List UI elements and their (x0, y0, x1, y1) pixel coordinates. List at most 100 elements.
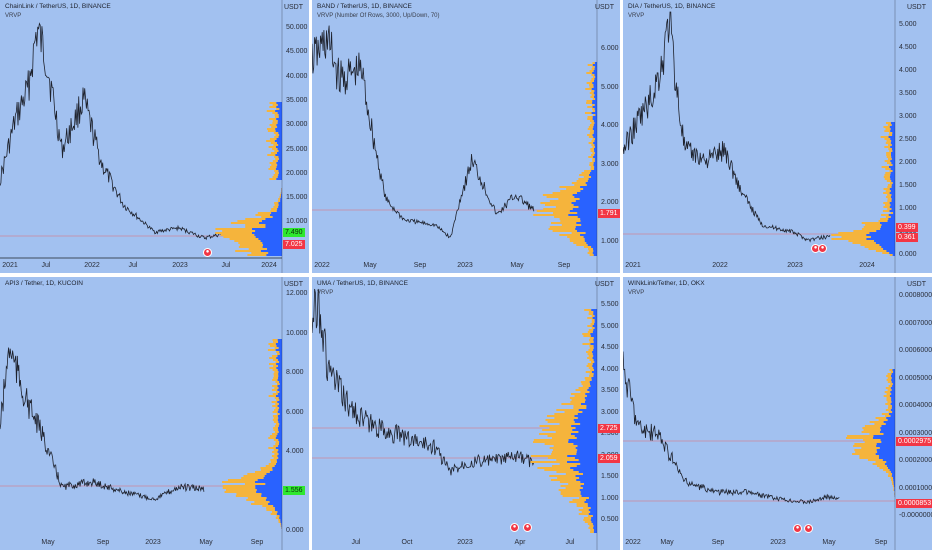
volume-profile-up-bar (255, 214, 271, 216)
volume-profile-up-bar (275, 441, 280, 443)
volume-profile-up-bar (537, 467, 571, 469)
price-axis-tick: 12.000 (286, 290, 308, 297)
volume-profile-down-bar (593, 132, 597, 134)
volume-profile-up-bar (543, 208, 573, 210)
volume-profile-up-bar (540, 202, 572, 204)
indicator-label[interactable]: VRVP (Number Of Rows, 3000, Up/Down, 70) (317, 13, 440, 19)
volume-profile-up-bar (238, 242, 263, 244)
chart-pane-uma[interactable]: UMA / TetherUS, 1D, BINANCE VRVP USDT 5.… (312, 277, 620, 550)
volume-profile-down-bar (593, 142, 597, 144)
volume-profile-down-bar (264, 475, 282, 477)
volume-profile-up-bar (589, 120, 594, 122)
volume-profile-up-bar (883, 202, 890, 204)
volume-profile-down-bar (269, 501, 282, 503)
chart-pane-dia[interactable]: DIA / TetherUS, 1D, BINANCE VRVP USDT 5.… (623, 0, 932, 273)
volume-profile-down-bar (891, 475, 895, 477)
volume-profile-up-bar (276, 351, 280, 353)
volume-profile-up-bar (270, 461, 277, 463)
volume-profile-up-bar (224, 491, 257, 493)
volume-profile-down-bar (575, 427, 597, 429)
volume-profile-down-bar (876, 449, 895, 451)
volume-profile-up-bar (266, 110, 276, 112)
price-axis-label: 0.0002975 (896, 437, 932, 446)
volume-profile-down-bar (879, 447, 895, 449)
time-axis-tick: Sep (96, 539, 110, 546)
volume-profile-up-bar (591, 90, 595, 92)
volume-profile-up-bar (560, 190, 581, 192)
indicator-label[interactable]: VRVP (317, 290, 334, 296)
volume-profile-up-bar (887, 198, 892, 200)
volume-profile-up-bar (567, 236, 584, 238)
volume-profile-down-bar (890, 391, 895, 393)
volume-profile-up-bar (875, 250, 887, 252)
event-flag-icon[interactable]: ● (510, 523, 519, 532)
event-flag-icon[interactable]: ● (818, 244, 827, 253)
layout-divider-vertical[interactable] (620, 0, 623, 550)
volume-profile-up-bar (560, 493, 581, 495)
volume-profile-down-bar (593, 339, 597, 341)
event-flag-icon[interactable]: ● (203, 248, 212, 257)
volume-profile-down-bar (870, 236, 895, 238)
volume-profile-up-bar (272, 393, 278, 395)
volume-profile-up-bar (885, 196, 891, 198)
volume-profile-up-bar (883, 395, 890, 397)
chart-pane-win[interactable]: WINkLink/Tether, 1D, OKX VRVP USDT 0.000… (623, 277, 932, 550)
volume-profile-up-bar (878, 220, 888, 222)
volume-profile-down-bar (587, 180, 597, 182)
volume-profile-up-bar (887, 389, 892, 391)
volume-profile-up-bar (587, 325, 593, 327)
volume-profile-down-bar (580, 491, 597, 493)
volume-profile-up-bar (274, 397, 279, 399)
volume-profile-up-bar (886, 399, 892, 401)
volume-profile-down-bar (878, 455, 895, 457)
volume-profile-down-bar (893, 212, 895, 214)
volume-profile-down-bar (592, 365, 597, 367)
volume-profile-down-bar (262, 242, 282, 244)
volume-profile-down-bar (278, 443, 282, 445)
volume-profile-down-bar (278, 371, 282, 373)
volume-profile-up-bar (887, 475, 892, 477)
volume-profile-up-bar (888, 473, 893, 475)
price-series-line (623, 11, 831, 243)
event-flag-icon[interactable]: ● (804, 524, 813, 533)
volume-profile-up-bar (266, 509, 275, 511)
indicator-label[interactable]: VRVP (5, 13, 22, 19)
chart-pane-band[interactable]: BAND / TetherUS, 1D, BINANCE VRVP (Numbe… (312, 0, 620, 273)
price-axis-label: 2.059 (598, 454, 620, 463)
price-axis-tick: 10.000 (286, 218, 308, 226)
volume-profile-up-bar (880, 218, 889, 220)
volume-profile-down-bar (277, 379, 282, 381)
indicator-label[interactable]: VRVP (628, 290, 645, 296)
volume-profile-up-bar (587, 331, 593, 333)
volume-profile-up-bar (587, 363, 593, 365)
volume-profile-down-bar (581, 224, 597, 226)
price-axis-tick: 0.0002000 (899, 457, 932, 464)
volume-profile-down-bar (894, 489, 895, 491)
volume-profile-up-bar (245, 224, 266, 226)
volume-profile-down-bar (890, 172, 895, 174)
indicator-label[interactable]: VRVP (628, 13, 645, 19)
volume-profile-down-bar (889, 188, 895, 190)
chart-pane-link[interactable]: ChainLink / TetherUS, 1D, BINANCE VRVP U… (0, 0, 309, 273)
layout-divider-horizontal[interactable] (0, 273, 932, 277)
chart-pane-api3[interactable]: API3 / Tether, 1D, KUCOIN USDT 12.000 10.… (0, 277, 309, 550)
volume-profile-down-bar (570, 467, 597, 469)
volume-profile-down-bar (592, 128, 597, 130)
volume-profile-up-bar (882, 252, 890, 254)
volume-profile-down-bar (576, 222, 597, 224)
event-flag-icon[interactable]: ● (523, 523, 532, 532)
volume-profile-up-bar (556, 409, 579, 411)
volume-profile-down-bar (893, 483, 895, 485)
volume-profile-down-bar (581, 495, 597, 497)
event-flag-icon[interactable]: ● (793, 524, 802, 533)
time-axis-tick: May (199, 539, 213, 546)
volume-profile-up-bar (887, 184, 892, 186)
volume-profile-down-bar (594, 96, 597, 98)
volume-profile-down-bar (892, 182, 895, 184)
volume-profile-down-bar (891, 407, 895, 409)
volume-profile-up-bar (880, 136, 889, 138)
volume-profile-up-bar (268, 447, 276, 449)
volume-profile-down-bar (269, 471, 282, 473)
layout-divider-vertical[interactable] (309, 0, 312, 550)
volume-profile-down-bar (586, 395, 597, 397)
